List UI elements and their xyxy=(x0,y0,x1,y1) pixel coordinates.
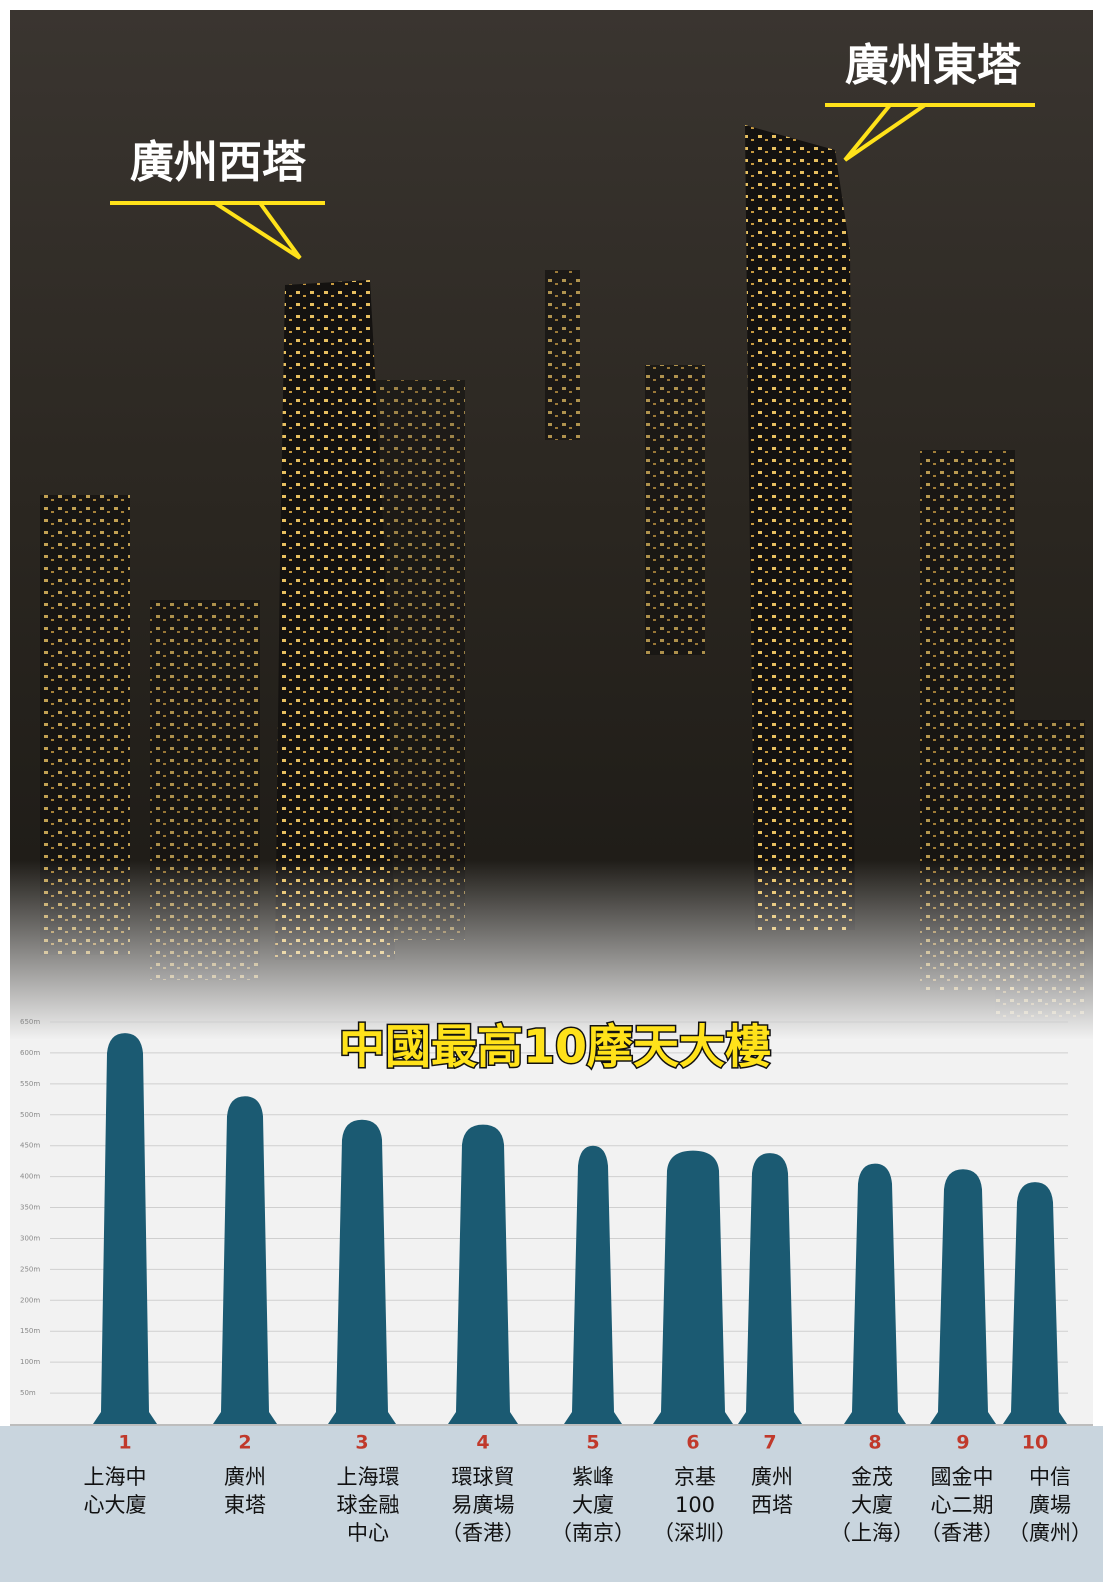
building-bar xyxy=(653,1150,733,1424)
x-tick-label: 紫峰 xyxy=(572,1465,614,1489)
y-tick-label: 150m xyxy=(20,1327,40,1335)
y-tick-label: 450m xyxy=(20,1142,40,1150)
rank-label: 7 xyxy=(763,1432,776,1454)
x-tick-label: 心大廈 xyxy=(84,1493,147,1517)
x-tick-label: （深圳） xyxy=(653,1521,737,1545)
x-tick-label: 金茂 xyxy=(851,1465,893,1489)
building-bar xyxy=(448,1124,518,1424)
x-tick-label: 廣州 xyxy=(751,1465,793,1489)
x-tick-label: 球金融 xyxy=(337,1493,400,1517)
rank-label: 8 xyxy=(868,1432,881,1454)
building-bar xyxy=(1003,1182,1067,1424)
x-tick-label: 中心 xyxy=(347,1521,389,1545)
rank-label: 2 xyxy=(238,1432,251,1454)
x-tick-label: 國金中 xyxy=(931,1465,994,1489)
x-tick-label: 廣州 xyxy=(224,1465,266,1489)
x-tick-label: 中信 xyxy=(1029,1465,1071,1489)
x-tick-label: 環球貿 xyxy=(452,1465,515,1489)
building-bar xyxy=(738,1153,802,1424)
photo-label: 廣州西塔 xyxy=(130,137,307,188)
building-bar xyxy=(213,1096,277,1424)
building-bar xyxy=(844,1163,906,1424)
x-tick-label: 100 xyxy=(675,1493,715,1517)
east-tower xyxy=(745,125,855,930)
y-tick-label: 250m xyxy=(20,1265,40,1273)
chart-bg xyxy=(10,1040,1093,1426)
x-tick-label: （香港） xyxy=(441,1521,525,1545)
y-tick-label: 100m xyxy=(20,1358,40,1366)
rank-label: 5 xyxy=(586,1432,599,1454)
y-tick-label: 350m xyxy=(20,1204,40,1212)
callout-line xyxy=(213,201,302,260)
x-tick-label: 京基 xyxy=(674,1465,716,1489)
building-bar xyxy=(93,1033,157,1424)
x-tick-label: 大廈 xyxy=(851,1493,893,1517)
rank-label: 4 xyxy=(476,1432,489,1454)
rank-label: 9 xyxy=(956,1432,969,1454)
x-tick-label: 廣場 xyxy=(1029,1493,1071,1517)
x-tick-label: （南京） xyxy=(551,1521,635,1545)
y-tick-label: 650m xyxy=(20,1018,40,1026)
x-tick-label: 東塔 xyxy=(224,1493,266,1517)
y-tick-label: 400m xyxy=(20,1173,40,1181)
y-tick-label: 200m xyxy=(20,1296,40,1304)
photo: 廣州西塔 廣州東塔 xyxy=(10,10,1093,1040)
x-tick-label: 易廣場 xyxy=(452,1493,515,1517)
rank-label: 6 xyxy=(686,1432,699,1454)
x-tick-label: 大廈 xyxy=(572,1493,614,1517)
x-tick-label: （香港） xyxy=(920,1521,1004,1545)
building-bar xyxy=(328,1119,396,1424)
x-tick-label: （上海） xyxy=(830,1521,914,1545)
building-bar xyxy=(930,1169,996,1424)
building-bar xyxy=(564,1145,622,1424)
x-tick-label: 上海環 xyxy=(337,1465,400,1489)
y-tick-label: 500m xyxy=(20,1111,40,1119)
x-tick-label: （廣州） xyxy=(1008,1521,1092,1545)
x-tick-label: 上海中 xyxy=(84,1465,147,1489)
photo-fade xyxy=(10,860,1093,1040)
rank-label: 1 xyxy=(118,1432,131,1454)
callout-line xyxy=(843,103,927,162)
photo-label: 廣州東塔 xyxy=(845,40,1022,91)
y-tick-label: 550m xyxy=(20,1080,40,1088)
label-band xyxy=(0,1426,1103,1582)
y-tick-label: 600m xyxy=(20,1049,40,1057)
building xyxy=(645,365,705,655)
x-tick-label: 西塔 xyxy=(751,1493,793,1517)
y-tick-label: 50m xyxy=(20,1389,36,1397)
building xyxy=(545,270,580,440)
x-tick-label: 心二期 xyxy=(931,1493,994,1517)
y-tick-label: 300m xyxy=(20,1234,40,1242)
chart: 50m 100m 150m 200m 250m 300m 350m 400m 450m 500m 5… xyxy=(10,1018,1093,1545)
rank-label: 3 xyxy=(355,1432,368,1454)
chart-title: 中國最高10摩天大樓 xyxy=(339,1020,771,1074)
rank-label: 10 xyxy=(1022,1432,1048,1454)
west-tower xyxy=(275,280,395,960)
